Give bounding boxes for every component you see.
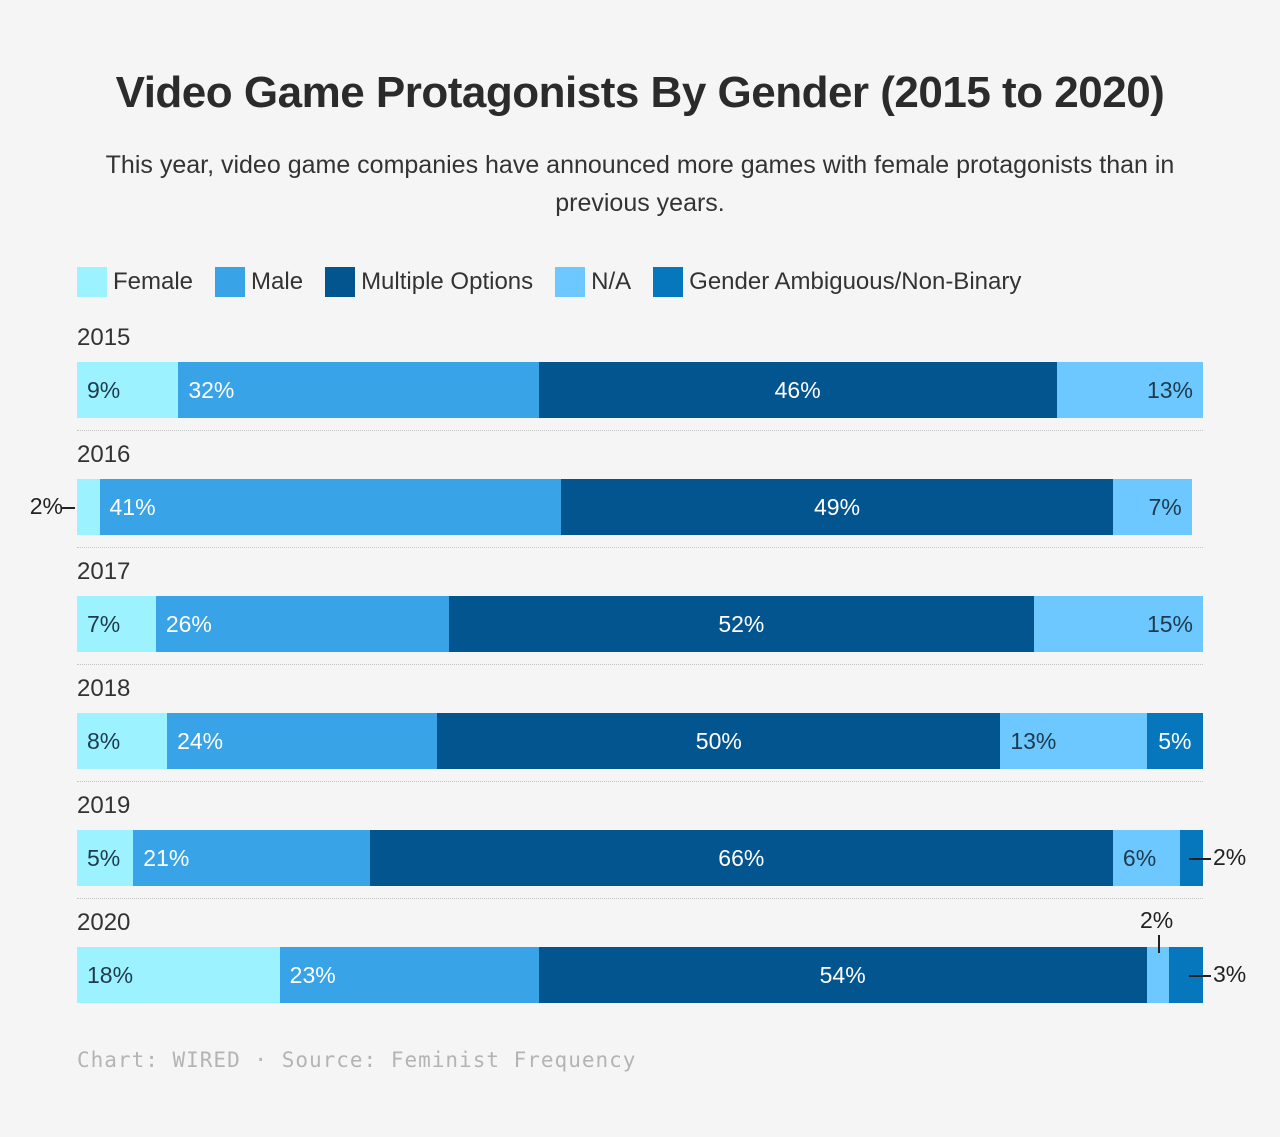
bar-segment [178, 362, 539, 418]
category-label: 2018 [77, 675, 131, 702]
bar-segment [77, 830, 134, 886]
bar-data-label: 23% [289, 962, 336, 988]
bar-data-label: 24% [177, 728, 224, 754]
bar-data-label: 41% [109, 494, 156, 520]
outside-data-label: 2% [1139, 907, 1174, 933]
bar-data-label: 5% [1158, 728, 1192, 754]
bar-data-label: 52% [718, 611, 765, 637]
outside-data-label: 2% [29, 493, 63, 519]
bar-row: 8% 24% 50% 13% 5% [77, 713, 1203, 769]
bar-row: 5% 21% 66% 6% [77, 830, 1203, 886]
legend-swatch [215, 267, 246, 297]
bar-segment [77, 362, 179, 418]
legend-item: Male [215, 267, 303, 297]
legend-label: Gender Ambiguous/Non-Binary [689, 268, 1022, 295]
bar-row: 41% 49% 7% [77, 479, 1203, 535]
bar-segment [1034, 596, 1203, 652]
legend-label: Female [113, 268, 194, 295]
bar-data-label: 7% [1148, 494, 1182, 520]
bar-data-label: 8% [87, 728, 121, 754]
row-divider [77, 664, 1203, 665]
bar-data-label: 9% [87, 377, 121, 403]
bar-row: 9% 32% 46% 13% [77, 362, 1203, 418]
legend: Female Male Multiple Options N/A Gender Ambi… [77, 266, 1043, 298]
bar-data-label: 15% [1146, 611, 1193, 637]
bar-segment [77, 479, 100, 535]
bar-segment [538, 947, 1147, 1003]
bar-segment [77, 596, 156, 652]
bar-data-label: 18% [87, 962, 134, 988]
legend-label: Male [251, 268, 304, 295]
chart-subtitle: This year, video game companies have ann… [105, 151, 1175, 217]
footer-credit: Chart: WIRED [77, 1048, 241, 1072]
bar-segment [1000, 713, 1147, 769]
bar-segment [279, 947, 539, 1003]
bar-segment [1112, 479, 1192, 535]
bar-row: 18% 23% 54% [77, 947, 1203, 1003]
bar-segment [538, 362, 1057, 418]
category-label: 2017 [77, 558, 131, 585]
bar-data-label: 54% [819, 962, 866, 988]
bar-data-label: 5% [87, 845, 121, 871]
category-label: 2020 [77, 909, 131, 936]
bar-segment [77, 713, 168, 769]
legend-swatch [77, 267, 107, 297]
legend-label: N/A [591, 268, 632, 295]
outside-data-label: 3% [1213, 961, 1247, 987]
bar-segment [133, 830, 370, 886]
bar-segment [1146, 713, 1203, 769]
legend-item: Gender Ambiguous/Non-Binary [653, 267, 1021, 297]
bar-segment [448, 596, 1035, 652]
leader-line [61, 507, 75, 509]
row-divider [77, 781, 1203, 782]
category-label: 2019 [77, 792, 131, 819]
legend-item: Female [77, 267, 193, 297]
bar-data-label: 13% [1010, 728, 1057, 754]
bar-segment [99, 479, 562, 535]
category-label: 2015 [77, 324, 131, 351]
bar-segment [155, 596, 449, 652]
row-divider [77, 547, 1203, 548]
footer-separator: · [254, 1048, 269, 1072]
bar-segment [1146, 947, 1170, 1003]
bar-data-label: 46% [774, 377, 821, 403]
legend-swatch [555, 267, 586, 297]
legend-label: Multiple Options [361, 268, 534, 295]
legend-item: Multiple Options [325, 267, 533, 297]
legend-swatch [653, 267, 684, 297]
bar-data-label: 21% [143, 845, 190, 871]
bar-data-label: 7% [87, 611, 121, 637]
leader-line [1157, 935, 1160, 953]
bar-segment [561, 479, 1113, 535]
bar-data-label: 66% [718, 845, 765, 871]
leader-line [1189, 975, 1211, 977]
legend-item: N/A [555, 267, 631, 297]
bar-data-label: 13% [1146, 377, 1193, 403]
bar-segment [369, 830, 1113, 886]
bar-data-label: 50% [695, 728, 742, 754]
outside-data-label: 2% [1213, 844, 1247, 870]
bar-data-label: 26% [165, 611, 212, 637]
bar-segment [1056, 362, 1203, 418]
leader-line [1189, 858, 1211, 860]
chart-title: Video Game Protagonists By Gender (2015 … [115, 68, 1165, 117]
bar-segment [1112, 830, 1181, 886]
legend-swatch [325, 267, 356, 297]
chart-footer: Chart: WIRED · Source: Feminist Frequenc… [77, 1048, 636, 1072]
footer-source: Source: Feminist Frequency [281, 1048, 637, 1072]
bar-segment [77, 947, 280, 1003]
category-label: 2016 [77, 441, 131, 468]
row-divider [77, 430, 1203, 431]
bar-row: 7% 26% 52% 15% [77, 596, 1203, 652]
bar-segment [437, 713, 1001, 769]
bar-segment [167, 713, 438, 769]
bar-data-label: 32% [188, 377, 235, 403]
bar-data-label: 49% [814, 494, 861, 520]
row-divider [77, 898, 1203, 899]
bar-data-label: 6% [1122, 845, 1157, 871]
